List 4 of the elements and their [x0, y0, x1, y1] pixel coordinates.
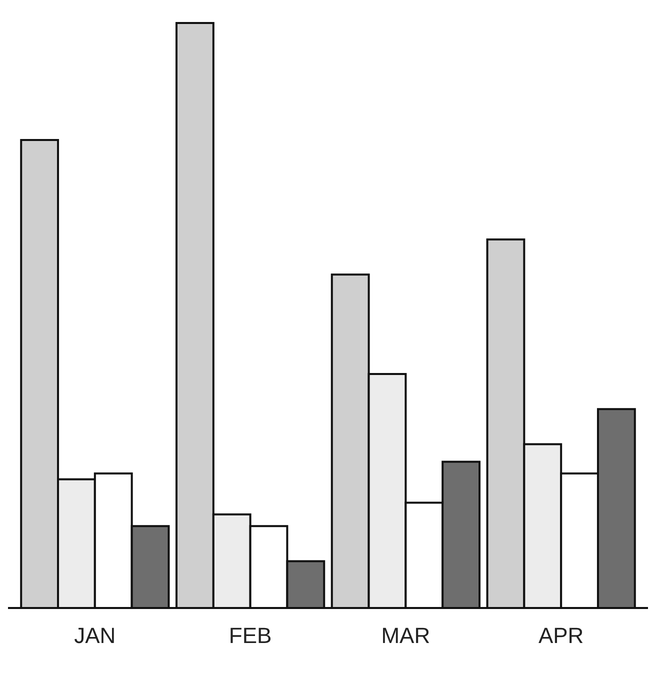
x-tick-label: FEB	[228, 623, 272, 648]
x-tick-label: MAR	[381, 623, 430, 648]
x-tick-label: APR	[538, 623, 584, 648]
x-tick-label: JAN	[74, 623, 116, 648]
